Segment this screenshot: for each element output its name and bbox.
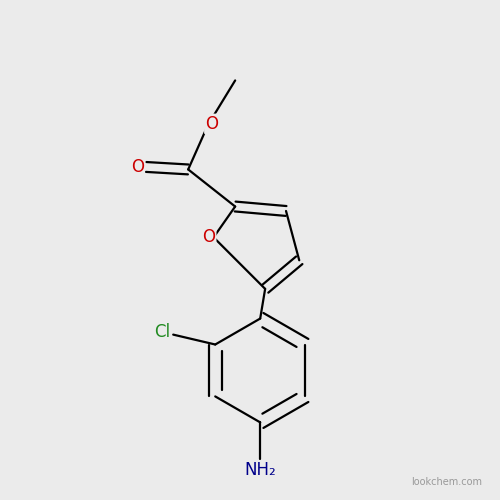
Text: lookchem.com: lookchem.com: [412, 478, 482, 488]
Text: O: O: [206, 115, 218, 133]
Text: NH₂: NH₂: [244, 462, 276, 479]
Text: Cl: Cl: [154, 323, 170, 341]
Text: O: O: [202, 228, 215, 246]
Text: O: O: [131, 158, 144, 176]
